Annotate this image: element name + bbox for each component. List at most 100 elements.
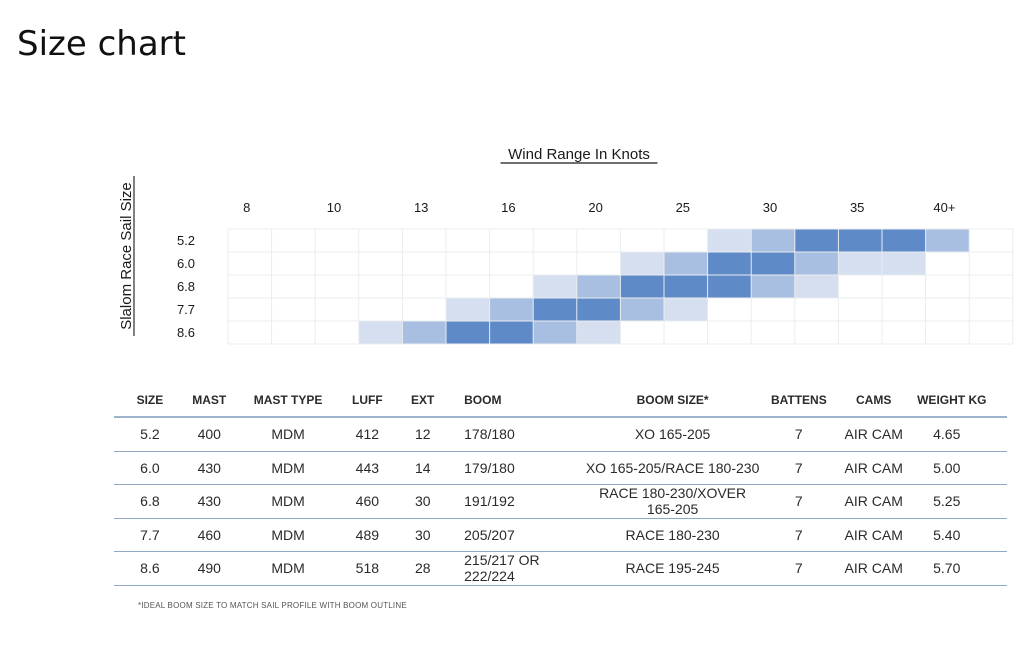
table-header-cell: MAST [185,384,233,418]
table-header-cell: WEIGHT KG [911,384,1007,418]
heatmap-cell [402,275,446,298]
table-header-cell: MAST TYPE [232,384,344,418]
heatmap-cell [228,321,272,344]
y-tick-label: 5.2 [177,233,195,248]
wind-range-chart: Wind Range In Knots Slalom Race Sail Size… [118,146,1014,345]
table-header-cell: CAMS [836,384,912,418]
heatmap-cell [402,298,446,321]
heatmap-cell [271,298,316,321]
table-cell: 205/207 [454,518,584,552]
table-cell: XO 165-205/RACE 180-230 [583,451,762,485]
heatmap-cell [358,321,403,344]
table-cell: 14 [391,451,455,485]
table-cell: AIR CAM [836,417,912,452]
table-cell: AIR CAM [836,451,912,485]
table-cell: 430 [185,484,233,519]
heatmap-cell [620,252,664,275]
x-tick-label: 25 [676,200,690,215]
heatmap-cell [925,229,970,252]
table-header-cell: LUFF [343,384,392,418]
heatmap-cell [969,275,1013,298]
heatmap-cell [707,321,752,344]
heatmap-cell [969,321,1013,344]
heatmap-cell [794,321,839,344]
heatmap-cell [969,229,1013,252]
y-tick-label: 6.0 [177,256,195,271]
table-cell: RACE 180-230 [583,518,762,552]
heatmap-cell [446,298,490,321]
y-tick-label: 7.7 [177,302,195,317]
heatmap-cell [446,252,490,275]
heatmap-cell [271,252,316,275]
heatmap-cell [533,275,577,298]
table-cell: MDM [232,417,344,452]
table-row: 6.8 430 MDM 460 30 191/192 RACE 180-230/… [114,484,1007,519]
table-cell: 12 [391,417,455,452]
table-header-cell: BOOM SIZE* [583,384,762,418]
y-tick-label: 8.6 [177,325,195,340]
table-header-cell: BOOM [454,384,584,418]
table-cell: 489 [343,518,392,552]
heatmap-cell [838,275,882,298]
x-tick-label: 35 [850,200,864,215]
heatmap-cell [620,321,664,344]
heatmap-cell [925,298,970,321]
heatmap-cell [882,229,926,252]
heatmap-cell [358,298,403,321]
table-cell: 443 [343,451,392,485]
heatmap-cell [446,321,490,344]
heatmap-cell [576,275,621,298]
table-cell: 179/180 [454,451,584,485]
table-cell: 6.8 [114,484,186,519]
table-cell: MDM [232,551,344,586]
heatmap-cell [794,252,839,275]
heatmap-cell [533,229,577,252]
heatmap-cell [925,275,970,298]
table-row: 6.0 430 MDM 443 14 179/180 XO 165-205/RA… [114,451,1007,485]
heatmap-cell [664,229,708,252]
table-header-cell: BATTENS [761,384,837,418]
table-row: 5.2 400 MDM 412 12 178/180 XO 165-205 7 … [114,417,1007,452]
heatmap-cell [751,321,795,344]
table-row: 7.7 460 MDM 489 30 205/207 RACE 180-230 … [114,518,1007,552]
table-cell: 5.00 [911,451,1007,485]
heatmap-cell [271,229,316,252]
heatmap-cell [228,275,272,298]
heatmap-cell [446,275,490,298]
heatmap-cell [446,229,490,252]
wind-range-heatmap: Wind Range In Knots Slalom Race Sail Size… [118,146,1014,345]
heatmap-cell [882,298,926,321]
table-cell: MDM [232,451,344,485]
heatmap-cell [707,229,752,252]
table-cell: 191/192 [454,484,584,519]
heatmap-cell [315,229,359,252]
table-cell: 8.6 [114,551,186,586]
table-cell: RACE 195-245 [583,551,762,586]
heatmap-cell [358,229,403,252]
heatmap-cell [358,252,403,275]
heatmap-cell [228,298,272,321]
table-cell: 28 [391,551,455,586]
table-cell: 412 [343,417,392,452]
heatmap-cell [489,229,534,252]
heatmap-cell [838,321,882,344]
heatmap-cell [315,252,359,275]
heatmap-cell [838,229,882,252]
heatmap-cell [838,298,882,321]
heatmap-cell [969,298,1013,321]
table-cell: 5.40 [911,518,1007,552]
heatmap-cell [794,275,839,298]
x-tick-label: 10 [327,200,341,215]
table-cell: RACE 180-230/XOVER 165-205 [583,484,762,519]
table-cell: AIR CAM [836,551,912,586]
y-tick-label: 6.8 [177,279,195,294]
table-cell: AIR CAM [836,484,912,519]
sail-spec-table: SIZE MAST MAST TYPE LUFF EXT BOOM BOOM S… [114,384,1007,586]
heatmap-cell [533,298,577,321]
table-cell: 6.0 [114,451,186,485]
heatmap-cell [489,298,534,321]
table-cell: MDM [232,518,344,552]
heatmap-cell [925,252,970,275]
heatmap-cell [751,252,795,275]
table-row: 8.6 490 MDM 518 28 215/217 OR 222/224 RA… [114,551,1007,586]
